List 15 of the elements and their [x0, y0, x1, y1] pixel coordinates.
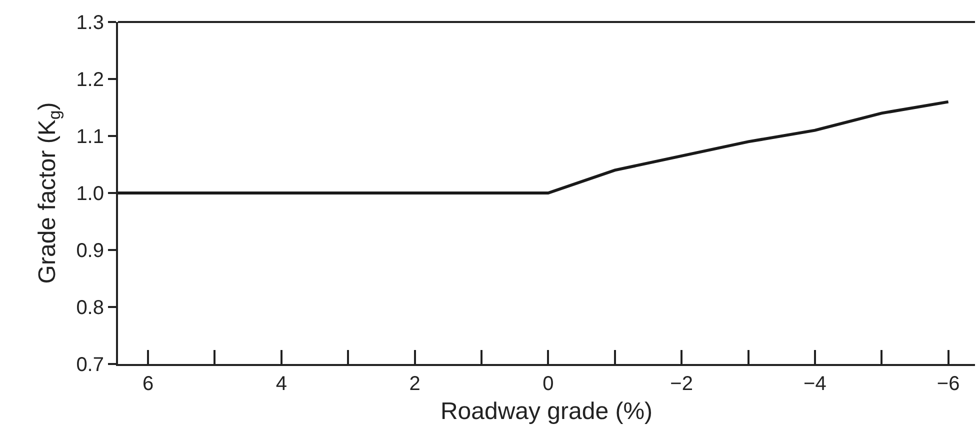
x-tick-label: 0 — [542, 373, 554, 395]
y-tick-label: 1.3 — [76, 12, 104, 34]
x-tick-label: 4 — [276, 373, 287, 395]
y-tick-label: 1.1 — [76, 126, 104, 148]
y-tick-label: 1.2 — [76, 69, 104, 91]
x-tick-label: −2 — [670, 373, 693, 395]
x-tick-label: 6 — [142, 373, 154, 395]
x-tick-label: 2 — [409, 373, 420, 395]
x-tick-label: −4 — [804, 373, 826, 395]
x-axis-title: Roadway grade (%) — [440, 398, 653, 425]
y-tick-label: 0.8 — [76, 297, 104, 319]
x-tick-label: −6 — [936, 373, 960, 395]
y-tick-label: 1.0 — [76, 183, 104, 205]
y-tick-label: 0.7 — [76, 354, 104, 376]
y-tick-label: 0.9 — [76, 240, 104, 262]
